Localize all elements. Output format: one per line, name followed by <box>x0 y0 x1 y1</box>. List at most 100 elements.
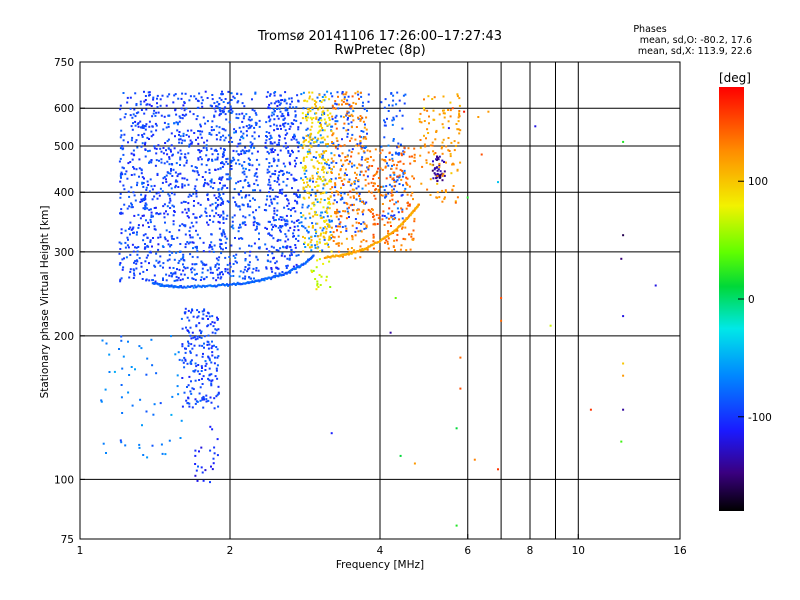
o-mode-point <box>270 268 273 271</box>
x-mode-point <box>334 212 337 215</box>
o-mode-point <box>203 308 206 311</box>
y-tick-label: 400 <box>54 187 74 199</box>
o-mode-point <box>210 147 213 150</box>
o-mode-point <box>215 395 218 398</box>
o-mode-point <box>167 172 170 175</box>
o-mode-point <box>244 167 247 170</box>
x-mode-point <box>360 170 363 173</box>
o-mode-point <box>200 330 203 333</box>
o-mode-point <box>295 271 298 274</box>
o-mode-point <box>244 194 247 197</box>
o-mode-point <box>338 155 341 158</box>
sparse-point <box>534 125 537 128</box>
o-mode-point <box>293 133 296 136</box>
o-mode-point <box>191 263 194 266</box>
o-mode-point <box>197 202 200 205</box>
o-mode-point <box>118 241 121 244</box>
o-mode-point <box>176 129 179 132</box>
o-mode-point <box>230 99 233 101</box>
o-mode-point <box>433 172 436 175</box>
o-mode-point <box>241 120 244 123</box>
o-mode-point <box>242 204 245 207</box>
o-mode-point <box>142 185 145 188</box>
x-mode-point <box>393 163 396 166</box>
o-mode-point <box>341 138 343 141</box>
o-mode-point <box>198 336 201 339</box>
o-mode-point <box>130 202 133 205</box>
o-mode-point <box>328 220 331 223</box>
x-mode-point <box>330 172 333 174</box>
o-mode-point <box>343 192 346 195</box>
o-mode-point <box>233 158 236 161</box>
o-mode-point <box>136 260 139 263</box>
x-mode-point <box>351 238 354 241</box>
o-mode-point <box>128 374 131 376</box>
o-mode-point <box>121 268 124 271</box>
o-mode-point <box>139 100 142 103</box>
o-mode-point <box>251 135 254 138</box>
x-mode-point <box>391 198 394 201</box>
o-mode-point <box>135 233 138 236</box>
o-mode-point <box>279 229 281 232</box>
o-mode-point <box>239 138 242 141</box>
o-mode-point <box>280 127 282 130</box>
x-mode-point <box>328 116 331 119</box>
o-mode-point <box>157 261 160 264</box>
o-mode-point <box>151 444 154 447</box>
o-mode-point <box>184 225 187 228</box>
o-mode-point <box>224 98 227 100</box>
x-mode-point <box>308 192 311 195</box>
o-mode-point <box>211 321 214 324</box>
o-mode-point <box>215 346 218 348</box>
y-tick-label: 300 <box>54 247 74 259</box>
o-mode-point <box>227 134 230 137</box>
o-mode-point <box>316 139 319 142</box>
o-mode-point <box>215 206 217 209</box>
o-mode-point <box>286 264 289 267</box>
o-mode-point <box>331 125 334 128</box>
sparse-point <box>477 116 480 118</box>
o-mode-point <box>341 92 344 95</box>
o-mode-point <box>227 90 230 93</box>
o-mode-point <box>184 311 187 314</box>
o-mode-point <box>348 216 350 218</box>
o-mode-point <box>391 119 394 122</box>
o-mode-point <box>144 155 147 158</box>
o-mode-point <box>255 179 258 182</box>
o-mode-point <box>179 172 182 175</box>
x-mode-point <box>447 137 450 139</box>
o-mode-point <box>163 115 166 118</box>
o-mode-point <box>151 115 154 118</box>
o-mode-point <box>295 157 298 159</box>
x-mode-point <box>388 158 391 161</box>
o-mode-point <box>302 91 305 94</box>
x-mode-point <box>340 194 342 197</box>
o-mode-point <box>215 150 218 152</box>
x-mode-point <box>374 197 377 200</box>
o-mode-point <box>269 220 271 223</box>
o-mode-point <box>155 259 158 262</box>
x-mode-point <box>450 141 453 144</box>
o-mode-point <box>210 285 213 288</box>
x-mode-point <box>369 210 372 213</box>
x-mode-point <box>309 177 312 180</box>
x-mode-point <box>328 260 331 263</box>
o-mode-point <box>127 190 130 193</box>
o-mode-point <box>163 216 166 219</box>
x-mode-point <box>335 137 338 140</box>
o-mode-point <box>169 183 172 186</box>
x-mode-point <box>313 166 316 169</box>
o-mode-point <box>248 124 251 127</box>
o-mode-point <box>159 255 162 258</box>
o-mode-point <box>142 182 145 184</box>
x-mode-point <box>340 179 343 182</box>
o-mode-point <box>153 147 156 150</box>
x-mode-point <box>332 160 335 163</box>
x-mode-point <box>320 232 322 235</box>
x-mode-point <box>303 241 306 244</box>
o-mode-point <box>258 119 261 122</box>
o-mode-point <box>270 114 273 117</box>
o-mode-point <box>175 251 178 254</box>
o-mode-point <box>237 117 240 120</box>
x-mode-point <box>411 191 414 194</box>
